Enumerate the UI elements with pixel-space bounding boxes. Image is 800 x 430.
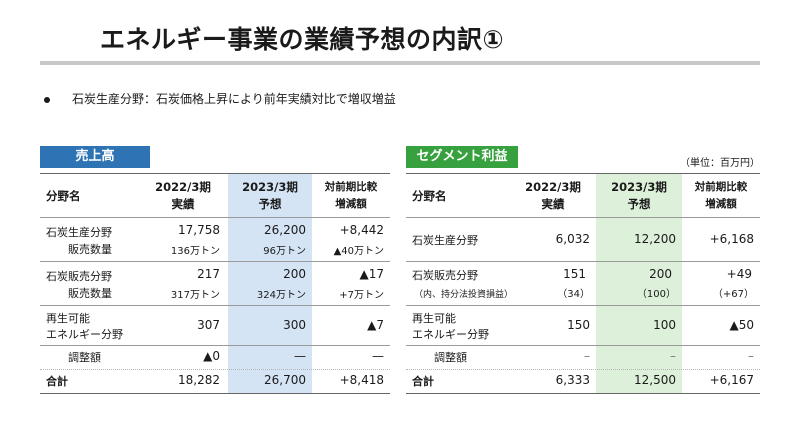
row-sublabel: エネルギー分野	[46, 328, 123, 341]
forecast-value: 100	[653, 318, 676, 332]
diff-value: +6,167	[709, 373, 754, 387]
forecast-equity: （100）	[636, 289, 676, 300]
prev-value: 6,333	[555, 373, 590, 387]
header-forecast: 2023/3期 予想	[242, 180, 298, 211]
forecast-value: 200	[283, 267, 306, 281]
forecast-value: 26,700	[264, 373, 306, 387]
table-row: 調整額 ▲0 — —	[40, 345, 390, 370]
header-forecast: 2023/3期 予想	[611, 180, 667, 211]
bullet-note: 石炭生産分野：石炭価格上昇により前年実績対比で増収増益	[44, 90, 396, 107]
forecast-column-highlight	[228, 173, 312, 393]
row-sublabel: （内、持分法投資損益）	[414, 290, 514, 300]
table-top-rule	[40, 173, 390, 174]
header-diff: 対前期比較 増減額	[694, 181, 748, 210]
table-total-row: 合計 18,282 26,700 +8,418	[40, 369, 390, 394]
forecast-value: 12,500	[634, 373, 676, 387]
diff-value: +8,418	[339, 373, 384, 387]
prev-volume: 136万トン	[170, 246, 220, 257]
diff-value: +6,168	[709, 232, 754, 246]
prev-value: 150	[567, 318, 590, 332]
row-label: 石炭生産分野	[46, 226, 112, 239]
row-sublabel: 販売数量	[68, 243, 112, 256]
forecast-value: 200	[649, 267, 672, 281]
prev-value: 307	[197, 318, 220, 332]
profit-tag: セグメント利益	[406, 146, 518, 168]
row-label: 石炭生産分野	[412, 234, 478, 247]
forecast-value: 12,200	[634, 232, 676, 246]
prev-value: 217	[197, 267, 220, 281]
diff-value: +49	[726, 267, 752, 281]
prev-value: ▲0	[203, 349, 220, 363]
table-total-row: 合計 6,333 12,500 +6,167	[406, 369, 760, 394]
table-row: 石炭生産分野 6,032 12,200 +6,168	[406, 217, 760, 262]
forecast-value: 26,200	[264, 223, 306, 237]
prev-value: 18,282	[178, 373, 220, 387]
diff-value: —	[372, 349, 384, 363]
diff-equity: （+67）	[712, 289, 754, 300]
table-row: 石炭販売分野 （内、持分法投資損益） 151 （34） 200 （100） +4…	[406, 261, 760, 306]
prev-value: 151	[563, 267, 586, 281]
forecast-value: —	[294, 349, 306, 363]
forecast-value: 300	[283, 318, 306, 332]
forecast-column-highlight	[596, 173, 682, 393]
row-label: 再生可能	[412, 312, 456, 325]
table-row: 石炭販売分野 販売数量 217 317万トン 200 324万トン ▲17 +7…	[40, 261, 390, 306]
table-row: 再生可能 エネルギー分野 307 300 ▲7	[40, 305, 390, 346]
header-prev: 2022/3期 実績	[525, 180, 581, 211]
page-title: エネルギー事業の業績予想の内訳①	[100, 25, 505, 54]
diff-value: +8,442	[339, 223, 384, 237]
table-top-rule	[406, 173, 760, 174]
unit-label: （単位：百万円）	[680, 158, 760, 169]
table-row: 石炭生産分野 販売数量 17,758 136万トン 26,200 96万トン +…	[40, 217, 390, 262]
header-field: 分野名	[46, 189, 81, 203]
diff-value: ▲17	[359, 267, 385, 281]
sales-tag: 売上高	[40, 146, 150, 168]
row-label: 石炭販売分野	[46, 270, 112, 283]
diff-value: ▲7	[367, 318, 384, 332]
diff-value: –	[748, 349, 754, 363]
diff-value: ▲50	[729, 318, 755, 332]
diff-volume: +7万トン	[339, 290, 384, 301]
header-diff: 対前期比較 増減額	[324, 181, 378, 210]
prev-value: 17,758	[178, 223, 220, 237]
row-sublabel: エネルギー分野	[412, 328, 489, 341]
prev-value: 6,032	[555, 232, 590, 246]
total-label: 合計	[46, 375, 68, 388]
table-row: 調整額 – – –	[406, 345, 760, 370]
forecast-value: –	[670, 349, 676, 363]
row-label: 石炭販売分野	[412, 269, 478, 282]
prev-value: –	[584, 349, 590, 363]
title-divider	[40, 61, 760, 65]
forecast-volume: 324万トン	[256, 290, 306, 301]
table-header: 分野名 2022/3期 実績 2023/3期 予想 対前期比較 増減額	[406, 173, 760, 218]
total-label: 合計	[412, 375, 434, 388]
bullet-text: 石炭生産分野：石炭価格上昇により前年実績対比で増収増益	[72, 92, 396, 106]
row-sublabel: 販売数量	[68, 287, 112, 300]
prev-equity: （34）	[557, 289, 590, 300]
row-label: 再生可能	[46, 312, 90, 325]
forecast-volume: 96万トン	[263, 246, 306, 257]
prev-volume: 317万トン	[170, 290, 220, 301]
row-label: 調整額	[434, 351, 467, 364]
table-row: 再生可能 エネルギー分野 150 100 ▲50	[406, 305, 760, 346]
header-field: 分野名	[412, 189, 447, 203]
table-header: 分野名 2022/3期 実績 2023/3期 予想 対前期比較 増減額	[40, 173, 390, 218]
header-prev: 2022/3期 実績	[155, 180, 211, 211]
row-label: 調整額	[68, 351, 101, 364]
diff-volume: ▲40万トン	[333, 246, 384, 257]
bullet-icon	[44, 96, 50, 103]
